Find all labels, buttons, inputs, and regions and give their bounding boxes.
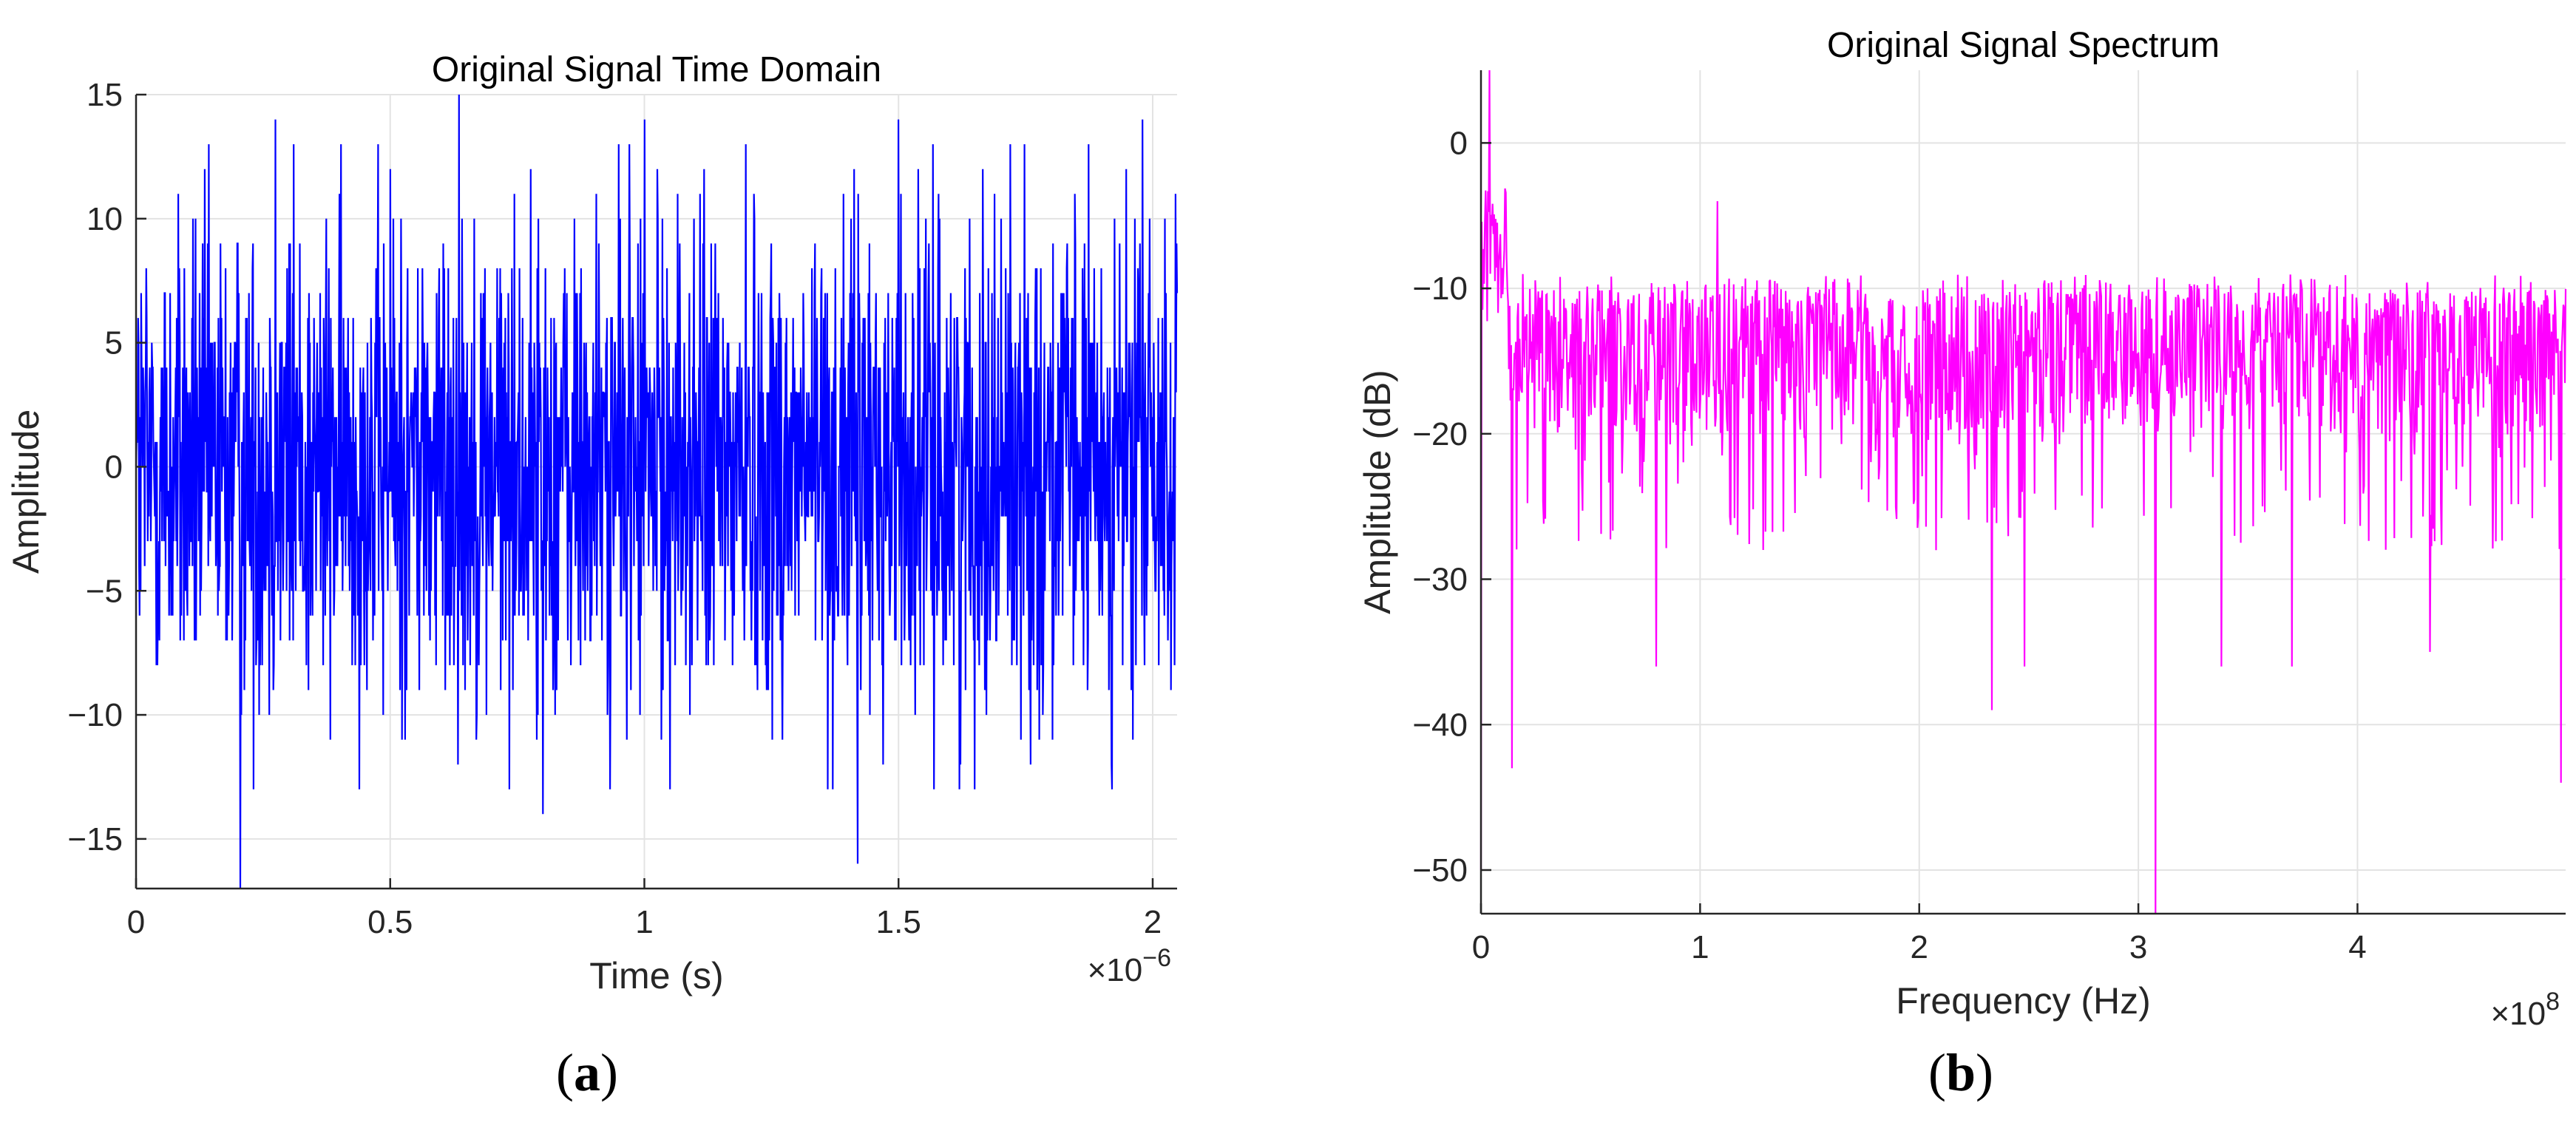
x-multiplier: ×108 <box>2490 988 2560 1032</box>
y-tick-label: 10 <box>87 201 123 237</box>
y-tick-label: 15 <box>87 77 123 113</box>
y-axis-label: Amplitude <box>5 410 47 574</box>
x-tick-label: 0 <box>1472 929 1490 965</box>
x-tick-label: 0 <box>127 904 145 940</box>
x-tick-label: 3 <box>2129 929 2147 965</box>
panel-label-b: (b) <box>1928 1043 1994 1102</box>
x-tick-label: 1 <box>1691 929 1709 965</box>
series-line <box>135 94 1179 889</box>
chart-time-domain: 0 0.5 1 1.5 2 −15 −10 −5 0 5 10 15 Original Signal T… <box>5 50 1179 996</box>
y-tick-label: 5 <box>105 325 123 361</box>
x-tick-label: 2 <box>1144 904 1162 940</box>
y-tick-label: −15 <box>67 821 123 857</box>
x-tick-label: 1 <box>635 904 653 940</box>
chart-title: Original Signal Spectrum <box>1827 26 2220 65</box>
x-axis-label: Frequency (Hz) <box>1896 980 2151 1022</box>
x-tick-label: 4 <box>2348 929 2366 965</box>
chart-spectrum: 0 1 2 3 4 −50 −40 −30 −20 −10 0 Original Signal Spe… <box>1357 26 2567 1032</box>
y-tick-label: −5 <box>86 573 123 609</box>
y-tick-label: 0 <box>105 449 123 485</box>
y-tick-label: −40 <box>1412 707 1468 743</box>
y-axis-label: Amplitude (dB) <box>1357 370 1398 614</box>
chart-title: Original Signal Time Domain <box>432 50 881 89</box>
x-tick-label: 2 <box>1910 929 1928 965</box>
panel-label-a: (a) <box>556 1043 618 1102</box>
x-axis-label: Time (s) <box>589 955 723 996</box>
y-tick-label: −20 <box>1412 416 1468 452</box>
x-multiplier: ×10−6 <box>1088 944 1171 988</box>
y-tick-label: −10 <box>67 697 123 733</box>
y-tick-label: −30 <box>1412 562 1468 598</box>
series-line <box>1479 69 2567 914</box>
x-tick-label: 0.5 <box>367 904 413 940</box>
y-tick-label: −50 <box>1412 852 1468 889</box>
x-tick-label: 1.5 <box>876 904 921 940</box>
y-tick-label: −10 <box>1412 271 1468 307</box>
y-tick-label: 0 <box>1450 125 1468 161</box>
